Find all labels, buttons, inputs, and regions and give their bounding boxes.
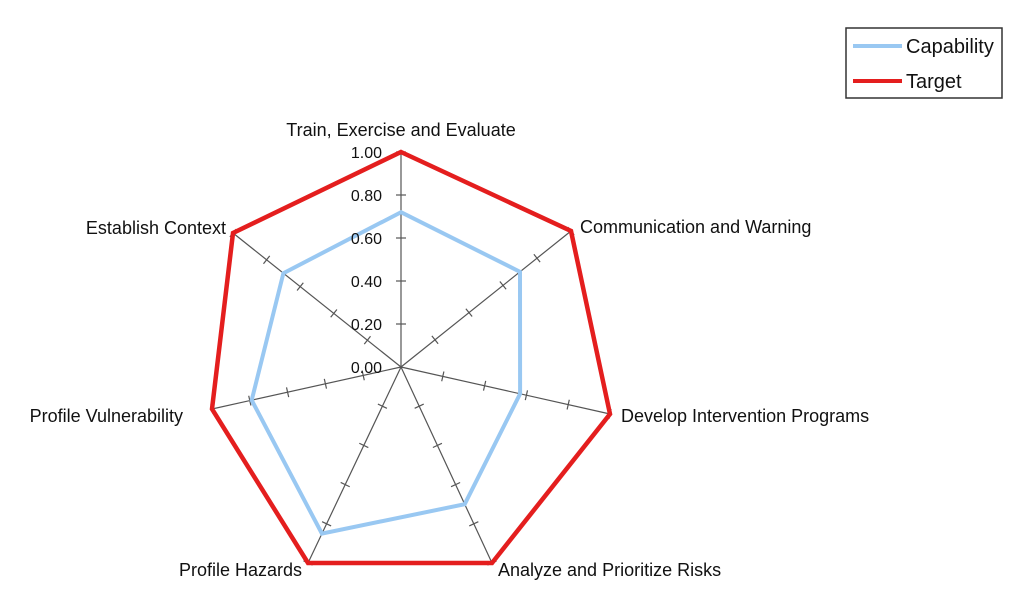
- r-tick-label: 0.40: [351, 274, 382, 291]
- r-tick-label: 0.60: [351, 231, 382, 248]
- axis-tick-communication-and-warning: [431, 335, 439, 345]
- axis-tick-profile-vulnerability: [285, 387, 290, 398]
- axis-spoke-communication-and-warning: [400, 230, 572, 368]
- axis-label-develop-intervention-programs: Develop Intervention Programs: [621, 406, 869, 426]
- axis-tick-analyze-and-prioritize-risks: [414, 403, 424, 409]
- axis-label-communication-and-warning: Communication and Warning: [580, 217, 811, 237]
- axis-spoke-establish-context: [232, 232, 402, 368]
- series-line-capability: [249, 209, 523, 536]
- axis-tick-profile-hazards: [377, 403, 388, 409]
- axis-tick-develop-intervention-programs: [524, 390, 529, 401]
- axis-tick-establish-context: [296, 282, 304, 291]
- axis-label-train-exercise-and-evaluate: Train, Exercise and Evaluate: [286, 120, 515, 140]
- axis-tick-profile-hazards: [359, 442, 369, 449]
- axis-spoke-profile-hazards: [307, 366, 402, 564]
- legend-label-capability: Capability: [906, 36, 994, 58]
- axis-tick-establish-context: [363, 335, 371, 345]
- axis-tick-analyze-and-prioritize-risks: [450, 481, 461, 488]
- axis-tick-analyze-and-prioritize-risks: [432, 442, 443, 449]
- axis-label-profile-hazards: Profile Hazards: [179, 560, 302, 580]
- axis-tick-develop-intervention-programs: [566, 399, 570, 410]
- radar-series: [209, 149, 613, 566]
- axis-label-analyze-and-prioritize-risks: Analyze and Prioritize Risks: [498, 560, 721, 580]
- axis-tick-communication-and-warning: [533, 253, 541, 263]
- axis-spoke-develop-intervention-programs: [400, 366, 611, 415]
- r-tick-label: 1.00: [351, 145, 382, 162]
- axis-tick-communication-and-warning: [465, 308, 473, 317]
- axis-tick-profile-hazards: [321, 521, 332, 527]
- axis-label-profile-vulnerability: Profile Vulnerability: [30, 406, 183, 426]
- legend: Capability Target: [845, 27, 1003, 99]
- axis-tick-communication-and-warning: [499, 281, 507, 290]
- axis-tick-analyze-and-prioritize-risks: [469, 521, 479, 527]
- axis-tick-profile-vulnerability: [361, 370, 365, 381]
- axis-tick-establish-context: [330, 309, 338, 318]
- r-tick-label: 0.80: [351, 188, 382, 205]
- axis-tick-develop-intervention-programs: [482, 380, 487, 391]
- legend-box: [845, 27, 1003, 99]
- axis-tick-profile-vulnerability: [323, 378, 328, 389]
- axis-tick-develop-intervention-programs: [441, 371, 445, 382]
- r-tick-label: 0.20: [351, 317, 382, 334]
- axis-tick-profile-hazards: [340, 481, 350, 488]
- axis-spoke-profile-vulnerability: [211, 366, 402, 410]
- axis-label-establish-context: Establish Context: [86, 218, 226, 238]
- legend-label-target: Target: [906, 71, 962, 93]
- radar-labels: 0.00 0.20 0.40 0.60 0.80 1.00 Train, Exercise …: [30, 120, 870, 580]
- r-tick-label: 0.00: [351, 360, 382, 377]
- axis-spoke-analyze-and-prioritize-risks: [400, 366, 493, 564]
- radar-axes: [210, 151, 612, 566]
- series-line-target: [209, 149, 613, 566]
- axis-tick-establish-context: [263, 255, 271, 265]
